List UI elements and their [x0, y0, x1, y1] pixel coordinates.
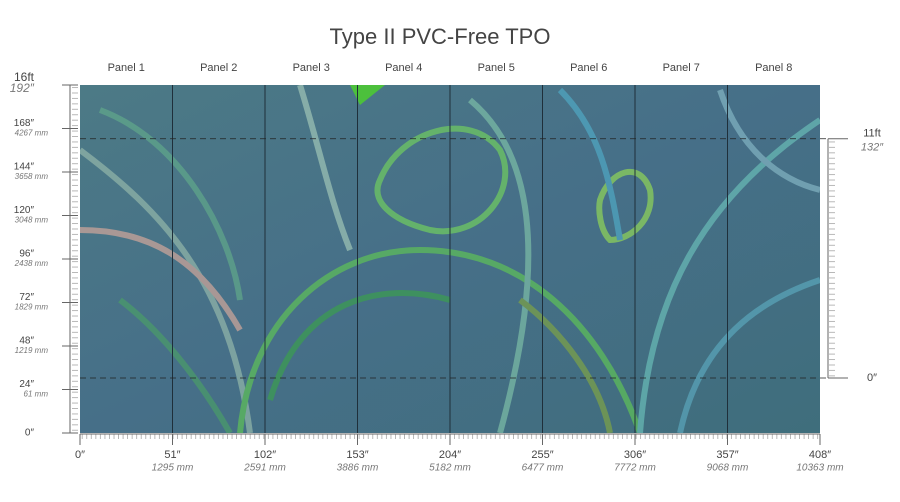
- panel-label: Panel 2: [200, 62, 237, 74]
- right-tick-label: 0″: [867, 372, 877, 384]
- bottom-tick-label: 0″: [75, 449, 85, 461]
- bottom-tick-label: 357″: [716, 449, 738, 461]
- right-ruler-top-label: 11ft: [863, 128, 881, 140]
- bottom-tick-mm: 7772 mm: [614, 463, 656, 474]
- left-tick-mm: 2438 mm: [14, 259, 49, 268]
- panel-label: Panel 8: [755, 62, 792, 74]
- left-tick-mm: 1219 mm: [15, 346, 49, 355]
- bottom-tick-label: 306″: [624, 449, 646, 461]
- bottom-tick-mm: 6477 mm: [522, 463, 564, 474]
- left-tick-mm: 4267 mm: [15, 129, 49, 138]
- left-tick-label: 168″: [14, 118, 35, 129]
- bottom-tick-label: 153″: [346, 449, 368, 461]
- left-tick-label: 96″: [19, 249, 34, 260]
- right-tick-label: 132″: [861, 142, 884, 154]
- left-tick-mm: 3048 mm: [15, 216, 49, 225]
- bottom-tick-label: 255″: [531, 449, 553, 461]
- bottom-tick-label: 204″: [439, 449, 461, 461]
- panel-label: Panel 5: [478, 62, 515, 74]
- left-tick-label: 0″: [25, 428, 35, 439]
- left-tick-label: 144″: [14, 162, 35, 173]
- right-ruler-hatch: [829, 139, 835, 378]
- bottom-tick-mm: 10363 mm: [796, 463, 843, 474]
- panel-label: Panel 6: [570, 62, 607, 74]
- panel-label: Panel 7: [663, 62, 700, 74]
- bottom-tick-mm: 9068 mm: [707, 463, 749, 474]
- left-tick-mm: 61 mm: [24, 390, 49, 399]
- panel-label: Panel 3: [293, 62, 330, 74]
- left-tick-label: 120″: [14, 205, 35, 216]
- bottom-tick-mm: 5182 mm: [429, 463, 471, 474]
- bottom-tick-label: 51″: [164, 449, 180, 461]
- panel-label: Panel 4: [385, 62, 422, 74]
- left-tick-mm: 1829 mm: [15, 303, 49, 312]
- left-tick-label: 24″: [19, 379, 34, 390]
- title: Type II PVC-Free TPO: [330, 24, 551, 49]
- bottom-tick-mm: 3886 mm: [337, 463, 379, 474]
- left-tick-mm: 3658 mm: [15, 172, 49, 181]
- left-tick-label: 192″: [10, 81, 35, 95]
- bottom-tick-label: 408″: [809, 449, 831, 461]
- bottom-tick-mm: 2591 mm: [243, 463, 286, 474]
- left-ruler-top-label: 16ft: [14, 70, 35, 84]
- bottom-tick-mm: 1295 mm: [152, 463, 194, 474]
- panel-label: Panel 1: [108, 62, 145, 74]
- left-tick-label: 48″: [19, 336, 34, 347]
- bottom-tick-label: 102″: [254, 449, 276, 461]
- left-tick-label: 72″: [19, 292, 34, 303]
